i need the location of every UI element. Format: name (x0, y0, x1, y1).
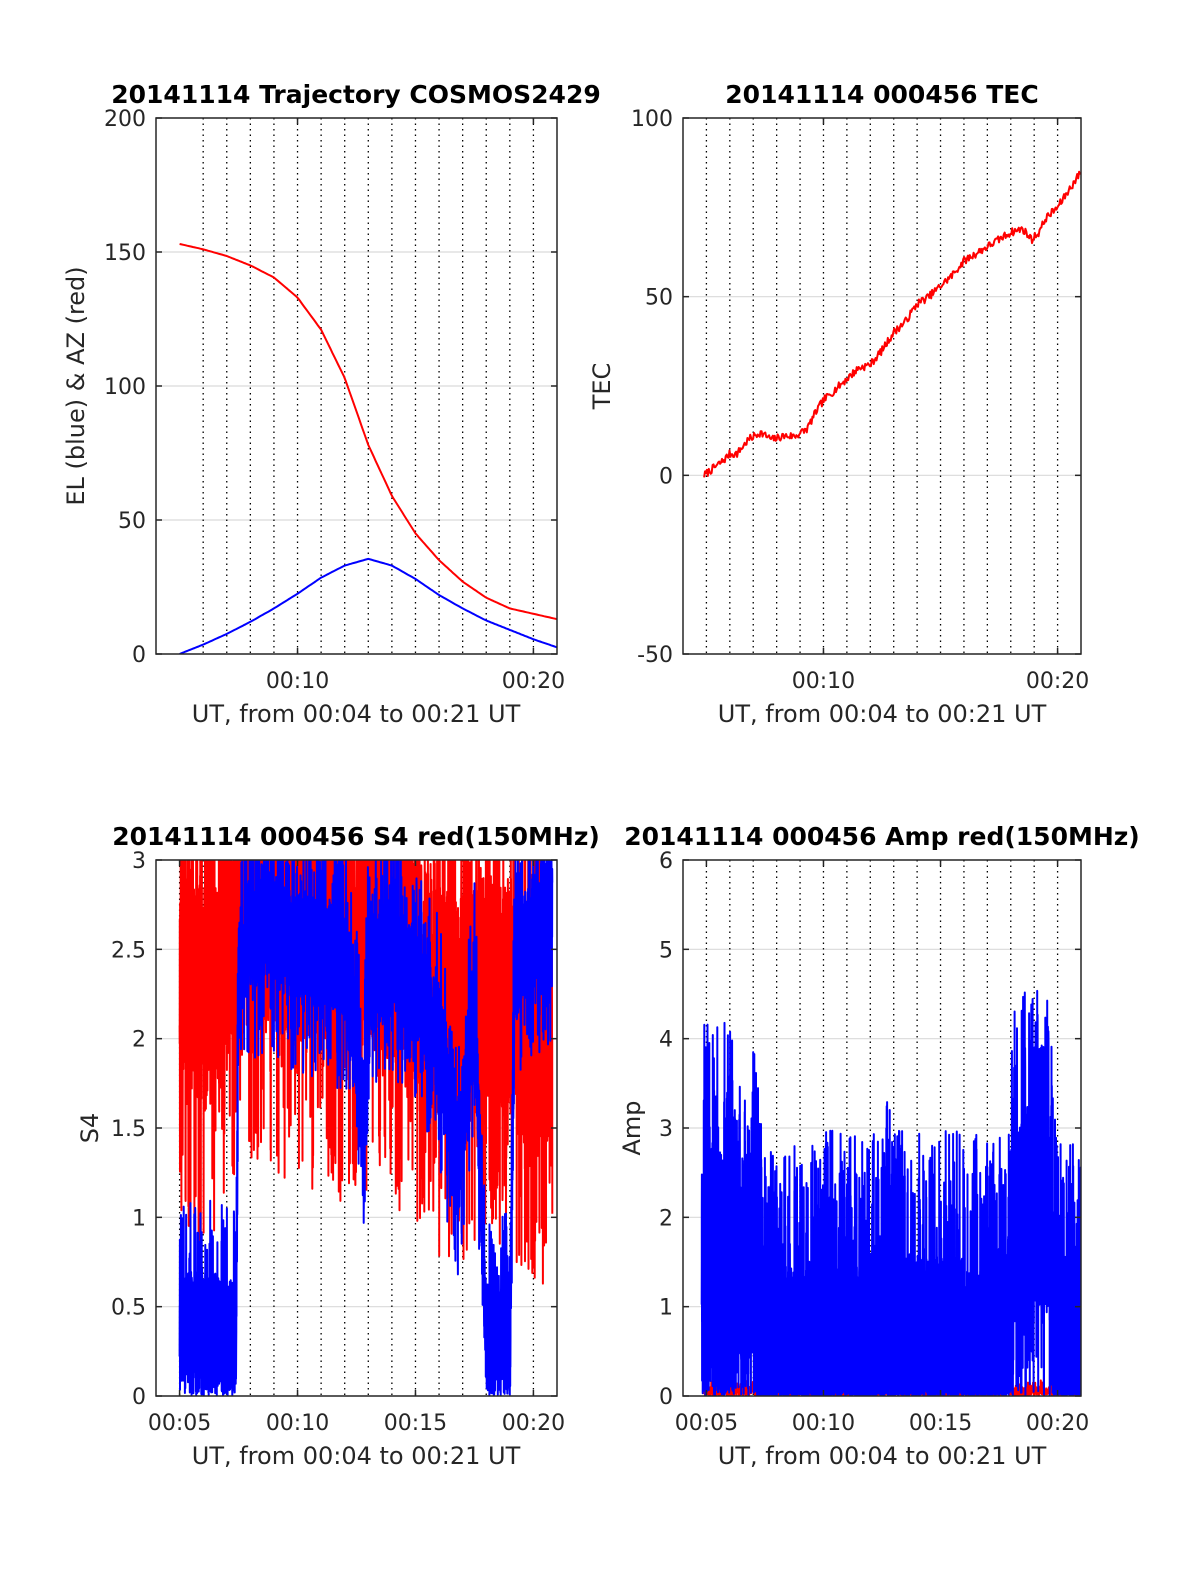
s4-xlabel: UT, from 00:04 to 00:21 UT (192, 1442, 521, 1470)
amp-ytick-label-4: 4 (659, 1028, 673, 1053)
tec-panel: 20141114 000456 TEC UT, from 00:04 to 00… (588, 80, 1089, 728)
amp-series-group (700, 989, 1081, 1396)
trajectory-panel: 20141114 Trajectory COSMOS2429 UT, from … (62, 80, 601, 728)
trajectory-series-red-line (179, 243, 557, 621)
trajectory-title: 20141114 Trajectory COSMOS2429 (111, 80, 601, 109)
s4-ylabel: S4 (76, 1113, 104, 1144)
s4-ytick-label-5: 2.5 (111, 938, 146, 963)
s4-xtick-label-1: 00:10 (266, 1411, 329, 1436)
amp-ytick-label-5: 5 (659, 938, 673, 963)
tec-title: 20141114 000456 TEC (725, 80, 1038, 109)
tec-series-red-line (703, 170, 1081, 478)
trajectory-series-group (179, 243, 557, 654)
s4-ytick-label-1: 0.5 (111, 1296, 146, 1321)
tec-ytick-label-1: 0 (659, 464, 673, 489)
s4-series-group (178, 860, 554, 1396)
amp-ytick-label-2: 2 (659, 1206, 673, 1231)
trajectory-series-blue-line (179, 557, 557, 654)
tec-ylabel: TEC (588, 363, 616, 411)
trajectory-ytick-label-3: 150 (104, 241, 146, 266)
s4-ytick-label-2: 1 (132, 1206, 146, 1231)
amp-xtick-label-3: 00:20 (1026, 1411, 1089, 1436)
s4-panel: 20141114 000456 S4 red(150MHz) UT, from … (76, 822, 600, 1470)
amp-ytick-label-6: 6 (659, 849, 673, 874)
amp-ytick-label-3: 3 (659, 1117, 673, 1142)
amp-ylabel: Amp (618, 1100, 646, 1155)
tec-ytick-label-0: -50 (637, 643, 673, 668)
amp-title: 20141114 000456 Amp red(150MHz) (624, 822, 1140, 851)
s4-series-blue-line (178, 860, 554, 1396)
s4-xtick-label-0: 00:05 (148, 1411, 211, 1436)
trajectory-ylabel: EL (blue) & AZ (red) (62, 266, 90, 505)
amp-xtick-label-1: 00:10 (792, 1411, 855, 1436)
tec-ytick-label-2: 50 (645, 286, 673, 311)
amp-xtick-label-0: 00:05 (675, 1411, 738, 1436)
trajectory-ytick-label-1: 50 (118, 509, 146, 534)
amp-xtick-label-2: 00:15 (909, 1411, 972, 1436)
amp-ytick-label-1: 1 (659, 1296, 673, 1321)
amp-series-blue-line (700, 989, 1081, 1396)
s4-title: 20141114 000456 S4 red(150MHz) (112, 822, 600, 851)
s4-xtick-label-2: 00:15 (384, 1411, 447, 1436)
s4-ytick-label-3: 1.5 (111, 1117, 146, 1142)
trajectory-xtick-label-1: 00:20 (502, 669, 565, 694)
tec-ytick-label-3: 100 (631, 107, 673, 132)
s4-ytick-label-0: 0 (132, 1385, 146, 1410)
amp-xlabel: UT, from 00:04 to 00:21 UT (718, 1442, 1047, 1470)
amp-ytick-label-0: 0 (659, 1385, 673, 1410)
tec-xtick-label-0: 00:10 (792, 669, 855, 694)
s4-xtick-label-3: 00:20 (502, 1411, 565, 1436)
s4-ytick-label-6: 3 (132, 849, 146, 874)
trajectory-ytick-label-2: 100 (104, 375, 146, 400)
trajectory-ytick-label-4: 200 (104, 107, 146, 132)
tec-xtick-label-1: 00:20 (1026, 669, 1089, 694)
tec-xlabel: UT, from 00:04 to 00:21 UT (718, 700, 1047, 728)
tec-series-group (703, 170, 1081, 478)
trajectory-xtick-label-0: 00:10 (266, 669, 329, 694)
s4-ytick-label-4: 2 (132, 1028, 146, 1053)
trajectory-xlabel: UT, from 00:04 to 00:21 UT (192, 700, 521, 728)
trajectory-ytick-label-0: 0 (132, 643, 146, 668)
amp-panel: 20141114 000456 Amp red(150MHz) UT, from… (618, 822, 1140, 1470)
tec-axes-frame (682, 117, 1082, 655)
